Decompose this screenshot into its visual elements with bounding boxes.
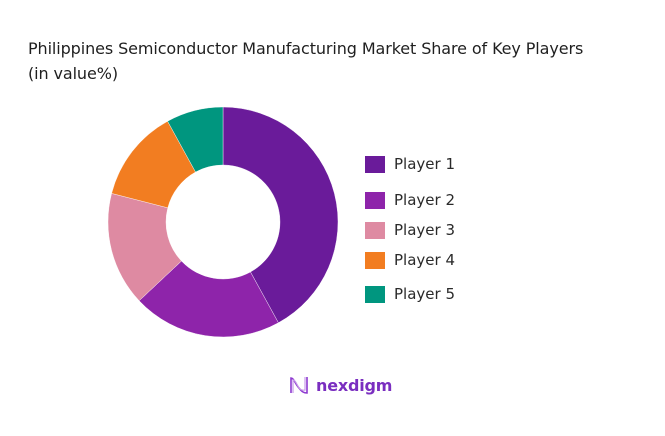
donut-slice-player-1: [222, 106, 339, 324]
legend-label: Player 3: [394, 221, 455, 239]
donut-slice-player-5: [167, 106, 224, 173]
legend-item-player-4: Player 4: [365, 250, 455, 270]
nexdigm-logo: nexdigm: [288, 374, 392, 396]
legend-label: Player 1: [394, 155, 455, 173]
legend-label: Player 4: [394, 251, 455, 269]
legend-swatch: [365, 221, 385, 239]
legend-item-player-1: Player 1: [365, 154, 455, 174]
legend-item-player-5: Player 5: [365, 284, 455, 304]
nexdigm-wave-icon: [290, 377, 308, 394]
donut-slice-player-2: [138, 260, 279, 338]
legend-item-player-3: Player 3: [365, 220, 455, 240]
chart-title-line-2: (in value%): [28, 64, 118, 83]
legend-swatch: [365, 191, 385, 209]
legend-swatch: [365, 251, 385, 269]
legend-label: Player 5: [394, 285, 455, 303]
legend-swatch: [365, 285, 385, 303]
logo-text: nexdigm: [316, 375, 393, 395]
legend-label: Player 2: [394, 191, 455, 209]
legend-swatch: [365, 155, 385, 173]
chart-title-line-1: Philippines Semiconductor Manufacturing …: [28, 39, 584, 58]
chart-title: Philippines Semiconductor Manufacturing …: [28, 36, 648, 86]
legend-item-player-2: Player 2: [365, 190, 455, 210]
